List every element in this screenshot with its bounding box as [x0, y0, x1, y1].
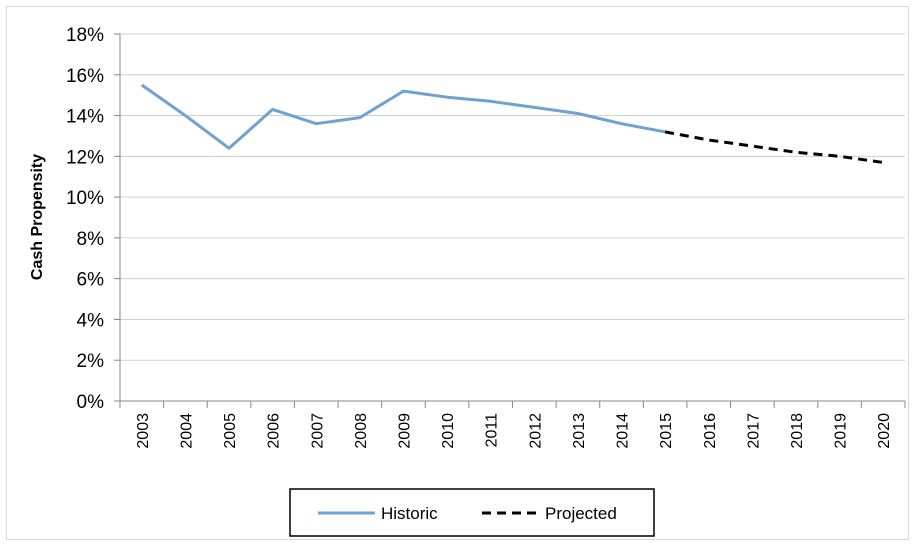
x-tick-label: 2018	[789, 413, 806, 449]
x-tick-labels: 2003 2004 2005 2006 2007 2008 2009 2010 2011 2012…	[135, 413, 893, 449]
x-tick-label: 2009	[396, 413, 413, 449]
y-tick-label: 18%	[66, 25, 104, 46]
x-tick-label: 2020	[876, 413, 893, 449]
x-tick-label: 2010	[440, 413, 457, 449]
x-tick-label: 2007	[309, 413, 326, 449]
axes	[114, 33, 906, 408]
x-tick-label: 2014	[615, 413, 632, 449]
x-tick-label: 2013	[571, 413, 588, 449]
y-tick-label: 4%	[77, 310, 105, 331]
x-tick-label: 2006	[266, 413, 283, 449]
x-tick-label: 2016	[702, 413, 719, 449]
legend: Historic Projected	[289, 488, 655, 537]
y-tick-label: 0%	[77, 392, 105, 413]
x-tick-label: 2011	[484, 413, 501, 448]
series-lines	[140, 83, 884, 164]
y-tick-label: 8%	[77, 229, 105, 250]
x-tick-label: 2004	[178, 413, 195, 449]
x-tick-label: 2015	[658, 413, 675, 449]
x-tick-label: 2017	[745, 413, 762, 449]
y-tick-label: 16%	[66, 66, 104, 87]
y-axis-title: Cash Propensity	[29, 154, 46, 280]
y-tick-label: 10%	[66, 188, 104, 209]
x-tick-label: 2005	[222, 413, 239, 449]
series-line-projected	[664, 130, 884, 164]
y-tick-label: 6%	[77, 270, 105, 291]
x-tick-label: 2019	[833, 413, 850, 449]
y-tick-label: 12%	[66, 147, 104, 168]
legend-historic-label: Historic	[381, 504, 438, 523]
x-tick-label: 2008	[353, 413, 370, 449]
y-tick-labels: 0% 2% 4% 6% 8% 10% 12% 14% 16% 18%	[66, 25, 104, 413]
gridlines	[120, 33, 905, 361]
y-tick-label: 14%	[66, 107, 104, 128]
legend-projected-label: Projected	[545, 504, 617, 523]
series-line-historic	[140, 83, 666, 150]
x-tick-label: 2012	[527, 413, 544, 449]
x-tick-label: 2003	[135, 413, 152, 449]
y-tick-label: 2%	[77, 351, 105, 372]
